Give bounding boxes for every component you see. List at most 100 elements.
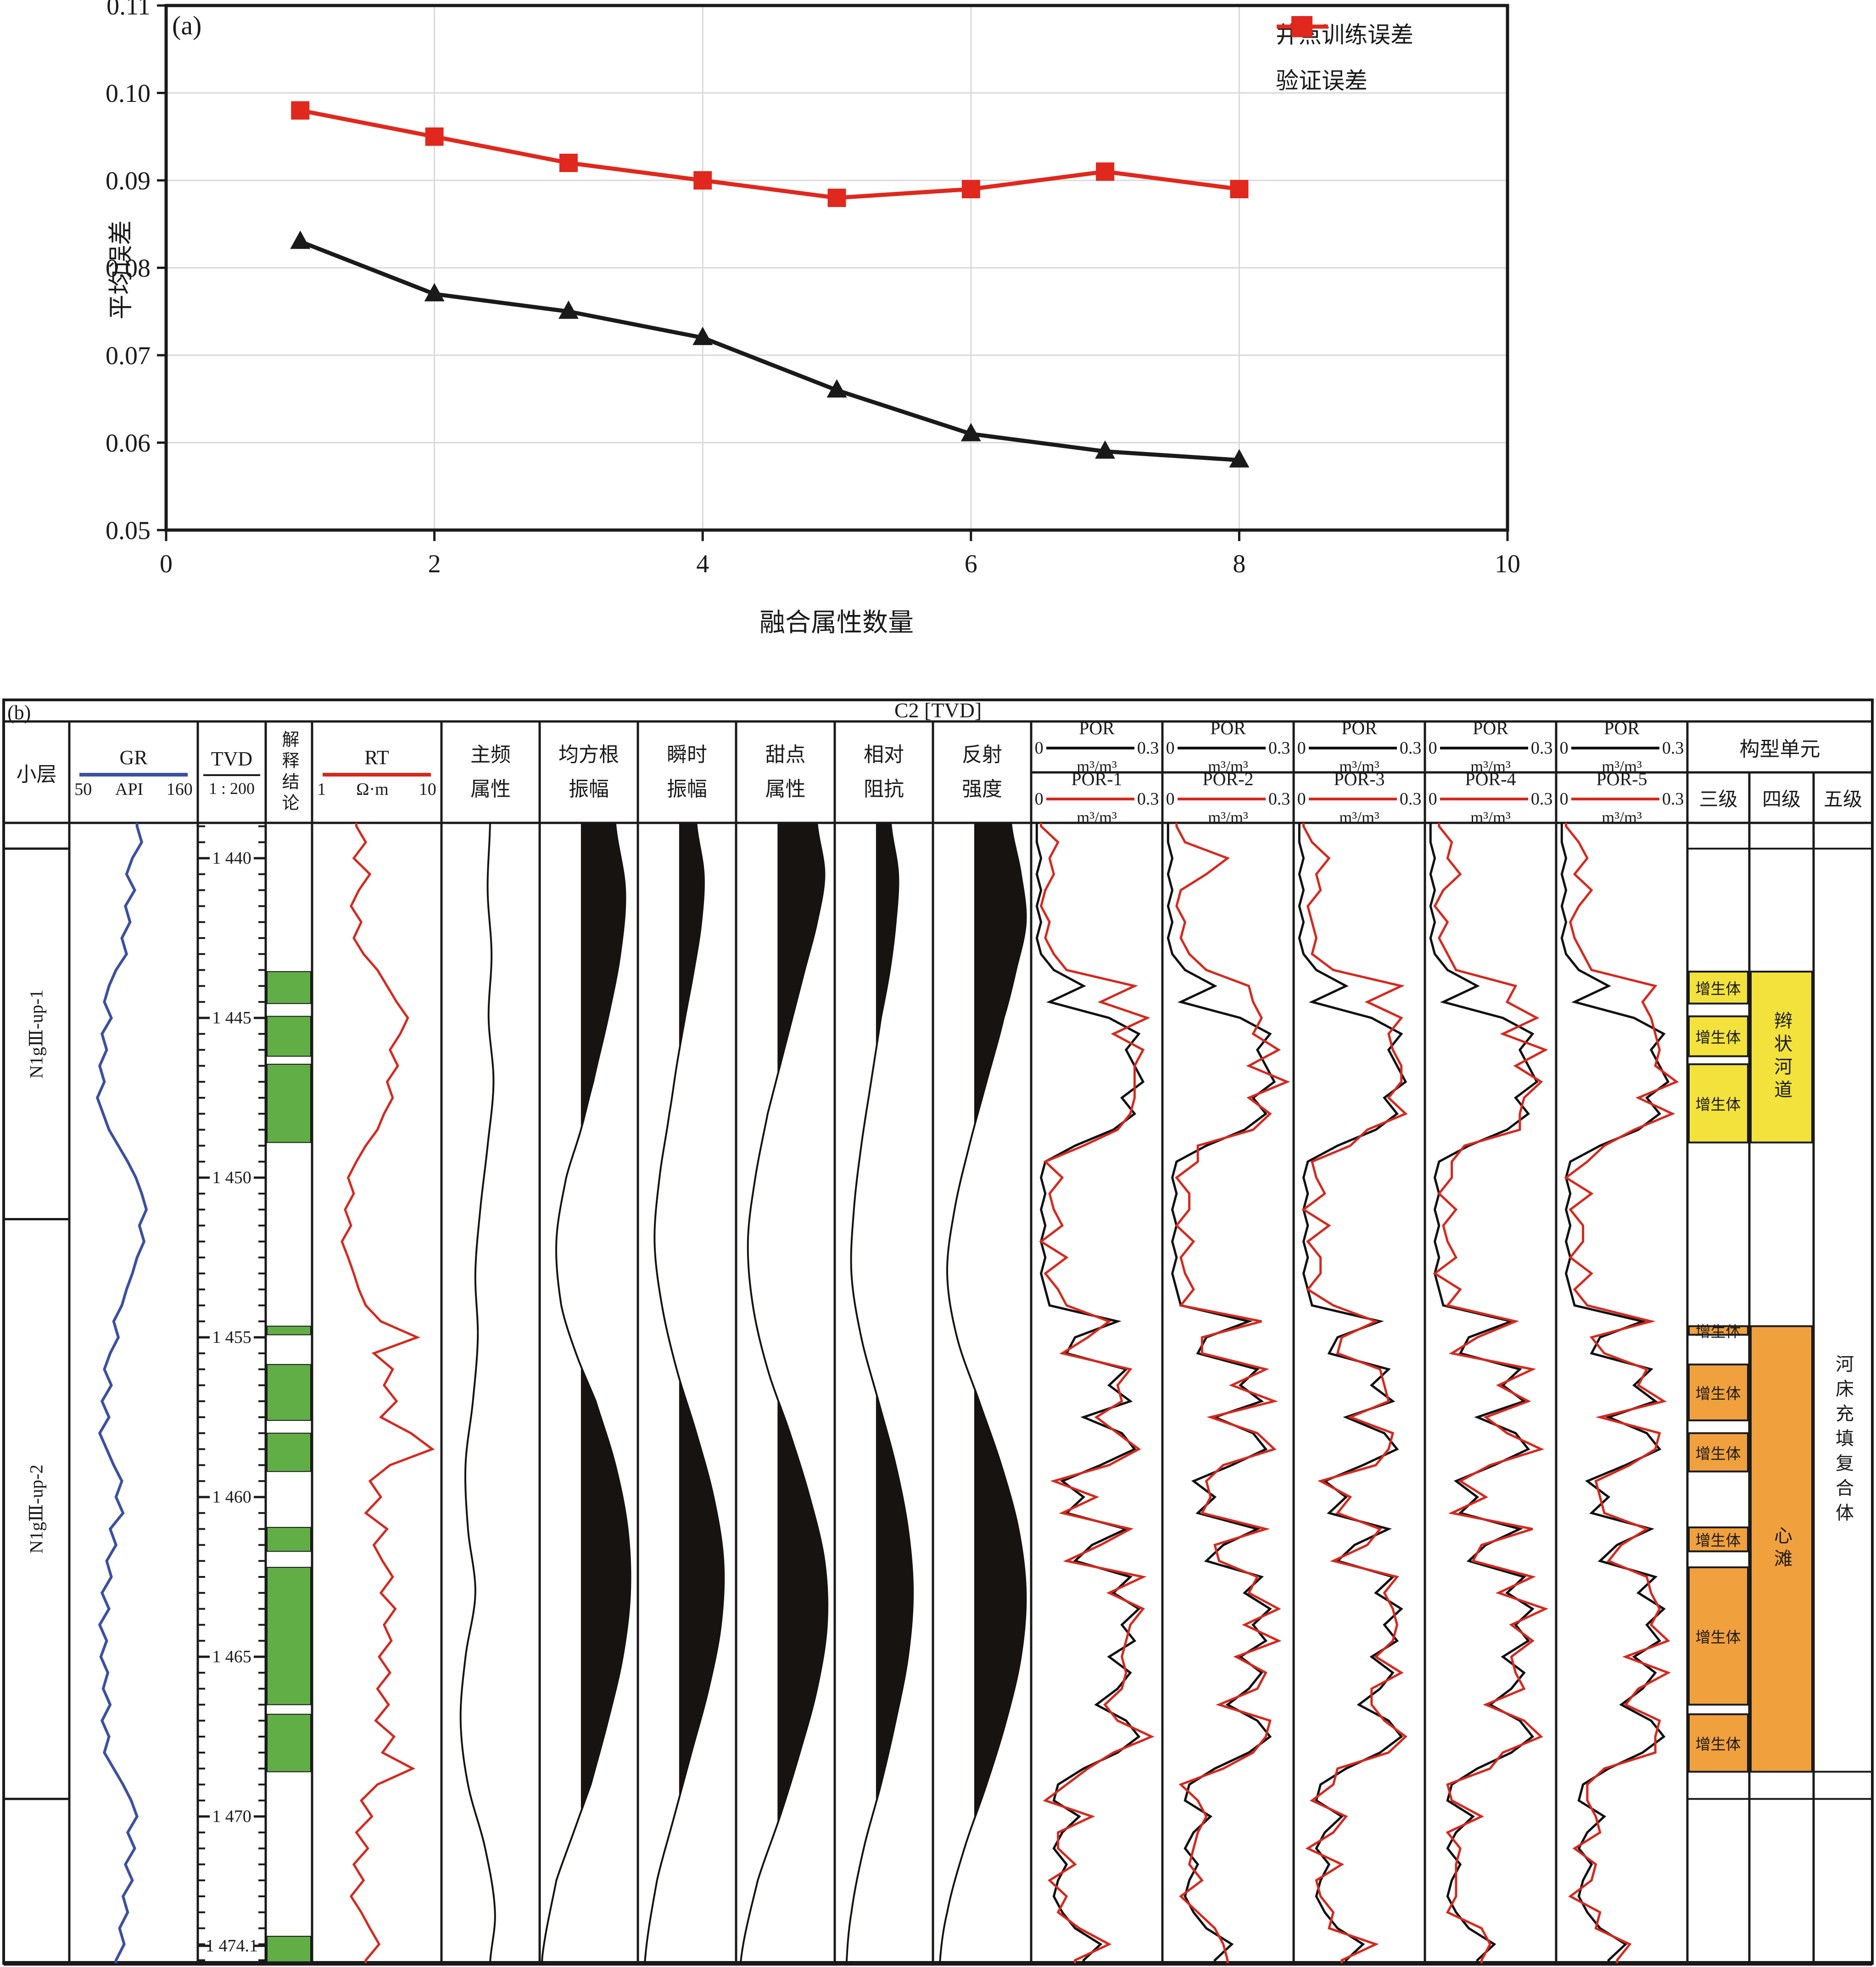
rt-min: 1 — [317, 780, 326, 799]
por-header-bottom-2: POR-3 0 0.3 m³/m³ — [1295, 769, 1424, 826]
series-line-0 — [299, 240, 1240, 463]
accretion-box — [1688, 1015, 1749, 1057]
legend-entry-valid: 验证误差 — [1276, 16, 1514, 99]
gr-scale-line — [79, 773, 188, 777]
series-marker-triangle — [826, 379, 847, 398]
accretion-label: 增生体 — [1695, 981, 1741, 998]
por-min: 0 — [1559, 738, 1569, 758]
level4-box — [1750, 1325, 1813, 1773]
por-min: 0 — [1428, 789, 1437, 809]
depth-label: 1 440 — [212, 849, 251, 868]
por-scale-row: 0 0.3 — [1429, 789, 1553, 809]
por-red-curve-4 — [1564, 823, 1679, 1963]
series-marker-triangle — [692, 326, 713, 345]
rt-curve — [341, 823, 435, 1963]
legend-label-valid: 验证误差 — [1276, 68, 1368, 94]
series-marker-triangle — [960, 423, 981, 441]
sand-interval — [267, 1364, 311, 1421]
rt-unit: Ω·m — [356, 780, 389, 799]
arch-level5-header: 五级 — [1823, 789, 1862, 810]
series-marker-triangle — [290, 230, 311, 249]
sand-interval — [267, 1936, 311, 1962]
depth-label: 1 474.1 — [206, 1936, 258, 1956]
por-header-top-1: POR 0 0.3 m³/m³ — [1163, 718, 1293, 775]
series-marker-square — [1096, 162, 1115, 181]
sand-interval — [267, 1432, 311, 1472]
x-axis-title: 融合属性数量 — [759, 609, 914, 637]
por-unit: m³/m³ — [1470, 808, 1511, 827]
series-marker-square — [693, 171, 712, 190]
track-header-attr-2: 瞬时 振幅 — [667, 743, 707, 800]
level4-label: 辫状河道 — [1771, 1011, 1792, 1103]
rt-scale-line — [322, 773, 431, 777]
series-marker-square — [827, 189, 846, 207]
member-label: N1gⅢ-up-2 — [26, 1464, 47, 1554]
track-header-xiaoceng: 小层 — [16, 763, 57, 786]
arch-group-header: 构型单元 — [1739, 738, 1820, 760]
por-header-top-3: POR 0 0.3 m³/m³ — [1426, 718, 1555, 775]
por-scale-row: 0 0.3 — [1035, 789, 1159, 809]
accretion-box — [1688, 1432, 1749, 1473]
attr-fill-4 — [876, 823, 913, 1801]
attr-curve-1 — [541, 823, 631, 1964]
depth-label: 1 470 — [212, 1807, 251, 1826]
x-tick-label: 10 — [1495, 550, 1520, 578]
sand-interval — [267, 1063, 311, 1143]
por-unit: m³/m³ — [1339, 808, 1379, 827]
por-name: POR-5 — [1596, 768, 1647, 789]
por-unit: m³/m³ — [1339, 757, 1379, 776]
accretion-label: 增生体 — [1695, 1386, 1741, 1403]
attr-curve-3 — [739, 823, 828, 1964]
track-header-gr: GR 50 API 160 — [69, 721, 198, 823]
depth-label: 1 465 — [212, 1647, 251, 1666]
por-unit: m³/m³ — [1077, 757, 1117, 776]
por-unit: m³/m³ — [1602, 808, 1642, 827]
accretion-box — [1688, 1526, 1749, 1553]
por-header-bottom-1: POR-2 0 0.3 m³/m³ — [1163, 769, 1293, 826]
por-max: 0.3 — [1662, 789, 1684, 809]
panel-b-label: (b) — [7, 701, 31, 724]
sand-interval — [267, 971, 311, 1004]
attr-fill-3 — [777, 823, 827, 1822]
por-scale-line — [1440, 797, 1528, 800]
series-marker-triangle — [1229, 449, 1250, 468]
por-name: POR-2 — [1202, 768, 1254, 789]
accretion-box — [1688, 1713, 1749, 1773]
x-tick-label: 8 — [1233, 550, 1245, 578]
por-name: POR — [1604, 717, 1640, 738]
track-header-attr-3: 甜点 属性 — [765, 743, 806, 800]
tvd-scale: 1 : 200 — [208, 779, 255, 798]
depth-label: 1 460 — [212, 1487, 251, 1507]
y-tick-label: 0.09 — [106, 167, 151, 196]
series-marker-square — [559, 153, 578, 172]
accretion-box — [1688, 1566, 1749, 1706]
series-marker-square — [1230, 180, 1249, 199]
x-tick-label: 4 — [696, 550, 709, 578]
por-name: POR — [1341, 717, 1377, 738]
por-max: 0.3 — [1530, 738, 1553, 758]
series-marker-triangle — [558, 300, 579, 319]
x-tick-label: 2 — [428, 550, 441, 578]
por-name: POR — [1079, 717, 1115, 738]
y-tick-label: 0.08 — [106, 254, 151, 283]
por-max: 0.3 — [1662, 738, 1684, 758]
por-min: 0 — [1559, 789, 1569, 809]
por-scale-line — [1177, 797, 1266, 800]
por-name: POR-1 — [1071, 768, 1122, 789]
por-red-curve-0 — [1039, 823, 1155, 1963]
por-scale-line — [1440, 746, 1528, 749]
sand-interval — [267, 1714, 311, 1772]
por-min: 0 — [1166, 789, 1175, 809]
accretion-label: 增生体 — [1695, 1030, 1741, 1047]
por-scale-line — [1177, 746, 1266, 749]
por-min: 0 — [1297, 789, 1306, 809]
por-max: 0.3 — [1268, 789, 1290, 809]
y-tick-label: 0.07 — [106, 342, 151, 370]
por-min: 0 — [1166, 738, 1175, 758]
rt-max: 10 — [419, 780, 436, 799]
track-header-rt: RT 1 Ω·m 10 — [312, 721, 441, 823]
level5-label: 河床充填复合体 — [1833, 1354, 1854, 1528]
por-header-top-0: POR 0 0.3 m³/m³ — [1032, 718, 1161, 775]
sand-interval — [267, 1527, 311, 1552]
series-marker-square — [425, 127, 444, 146]
